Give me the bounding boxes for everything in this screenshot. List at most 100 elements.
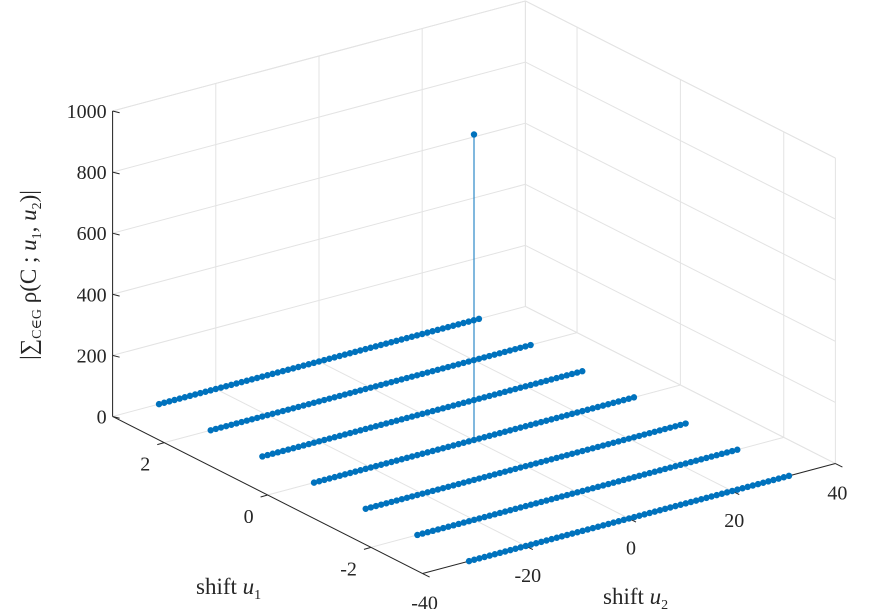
stem-marker xyxy=(424,409,431,416)
stem-marker xyxy=(357,467,364,474)
stem-marker xyxy=(667,464,674,471)
stem-marker xyxy=(336,352,343,360)
stem-marker xyxy=(734,486,741,493)
stem-marker xyxy=(367,384,374,391)
stem-marker xyxy=(352,468,359,475)
u2-tick-label: -40 xyxy=(411,593,438,609)
stem-marker xyxy=(527,461,535,468)
u2-axis-subscript: 2 xyxy=(661,598,668,609)
stem-marker xyxy=(450,362,457,369)
stem-marker xyxy=(444,323,452,331)
stem-marker xyxy=(522,343,529,350)
stem-marker xyxy=(573,369,581,376)
stem-marker xyxy=(501,428,509,435)
stem-marker xyxy=(238,418,245,426)
stem-marker xyxy=(465,478,473,485)
stem-marker xyxy=(393,337,400,345)
stem-marker xyxy=(439,405,447,412)
stem-marker xyxy=(584,526,591,533)
stem-marker xyxy=(315,398,323,405)
stem-marker xyxy=(527,541,535,548)
stem-marker xyxy=(305,361,312,368)
stem-marker xyxy=(310,479,318,486)
stem-marker xyxy=(682,500,689,507)
stem-marker xyxy=(501,508,509,515)
stem-marker xyxy=(584,406,591,413)
stem-marker xyxy=(310,399,318,406)
stem-marker xyxy=(558,533,566,540)
stem-marker xyxy=(445,443,452,451)
stem-marker xyxy=(703,494,710,502)
stem-marker xyxy=(599,402,607,409)
stem-marker xyxy=(558,493,566,500)
stem-marker xyxy=(228,381,235,389)
stem-marker xyxy=(372,462,380,470)
stem-marker xyxy=(517,464,524,471)
stem-marker xyxy=(253,414,261,422)
stem-marker xyxy=(625,395,632,402)
stem-marker xyxy=(749,482,757,489)
stem-marker xyxy=(651,468,658,475)
stem-marker xyxy=(455,480,462,488)
stem-marker xyxy=(367,464,374,471)
stem-marker xyxy=(228,421,235,428)
stem-marker xyxy=(398,416,405,423)
stem-marker xyxy=(331,434,338,441)
stem-marker xyxy=(413,372,421,379)
stem-marker xyxy=(527,341,534,349)
stem-marker xyxy=(522,462,529,470)
stem-marker xyxy=(372,383,380,390)
stem-marker xyxy=(264,411,271,419)
stem-marker xyxy=(300,402,307,409)
stem-marker xyxy=(166,398,173,405)
stem-marker xyxy=(181,394,189,401)
stem-marker xyxy=(362,385,369,393)
stem-marker xyxy=(491,391,498,398)
stem-marker xyxy=(434,326,441,334)
stem-marker xyxy=(682,460,689,467)
stem-marker xyxy=(367,424,374,431)
stem-marker xyxy=(625,515,633,522)
stem-marker xyxy=(212,385,219,393)
stem-marker xyxy=(160,399,168,406)
stem-marker xyxy=(589,485,597,492)
u1-tick-mark xyxy=(260,494,268,498)
u2-tick-mark xyxy=(422,573,430,578)
stem-marker xyxy=(517,504,524,511)
stem-marker xyxy=(414,451,421,459)
stem-marker xyxy=(295,403,302,411)
stem-marker xyxy=(259,453,266,460)
u1-tick-label: 0 xyxy=(244,506,254,528)
stem-marker xyxy=(672,463,679,470)
stem-marker xyxy=(522,502,529,510)
stem-marker xyxy=(460,479,467,486)
stem-marker xyxy=(284,366,292,373)
stem-marker xyxy=(568,450,576,457)
stem-marker xyxy=(424,489,431,496)
stem-marker xyxy=(393,417,400,424)
stem-marker xyxy=(697,456,705,463)
stem-marker xyxy=(558,413,565,420)
stem-marker xyxy=(362,505,369,512)
stem-marker xyxy=(460,519,468,526)
z-tick-label: 1000 xyxy=(67,101,107,123)
stem-marker xyxy=(646,469,653,477)
stem-marker xyxy=(491,511,498,518)
stem-marker xyxy=(295,443,302,451)
stem-marker xyxy=(507,507,514,514)
stem-marker xyxy=(351,388,359,395)
stem-marker xyxy=(222,383,230,390)
z-tick-mark xyxy=(112,110,120,114)
stem-marker xyxy=(408,453,416,460)
stem-marker xyxy=(501,388,509,396)
stem-marker xyxy=(759,479,767,486)
stem-marker xyxy=(548,376,555,383)
stem-marker xyxy=(543,497,550,504)
stem-marker xyxy=(548,535,555,543)
stem-marker xyxy=(217,424,225,431)
stem-marker xyxy=(687,458,695,466)
stem-marker xyxy=(532,420,540,427)
stem-marker xyxy=(326,355,333,362)
stem-marker xyxy=(517,344,524,351)
stem-marker xyxy=(666,424,674,431)
